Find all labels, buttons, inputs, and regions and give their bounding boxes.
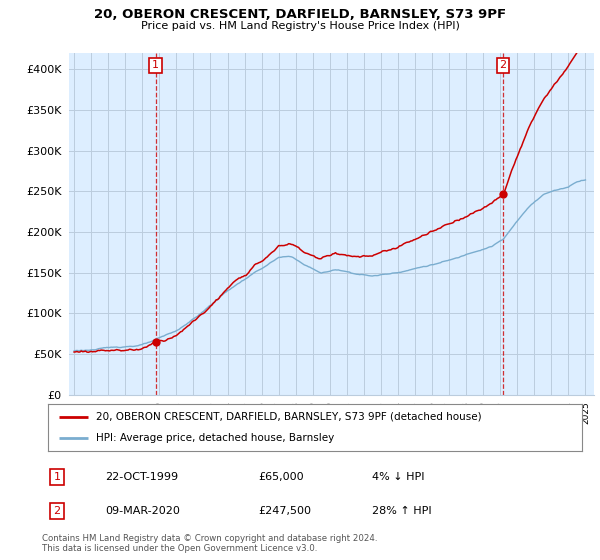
Text: Price paid vs. HM Land Registry's House Price Index (HPI): Price paid vs. HM Land Registry's House … — [140, 21, 460, 31]
Text: Contains HM Land Registry data © Crown copyright and database right 2024.
This d: Contains HM Land Registry data © Crown c… — [42, 534, 377, 553]
Text: 1: 1 — [53, 472, 61, 482]
Text: 28% ↑ HPI: 28% ↑ HPI — [372, 506, 431, 516]
Text: HPI: Average price, detached house, Barnsley: HPI: Average price, detached house, Barn… — [96, 433, 334, 444]
Text: 2: 2 — [500, 60, 507, 71]
Text: 20, OBERON CRESCENT, DARFIELD, BARNSLEY, S73 9PF (detached house): 20, OBERON CRESCENT, DARFIELD, BARNSLEY,… — [96, 412, 482, 422]
Text: 4% ↓ HPI: 4% ↓ HPI — [372, 472, 425, 482]
Text: £247,500: £247,500 — [258, 506, 311, 516]
Text: 09-MAR-2020: 09-MAR-2020 — [105, 506, 180, 516]
Text: 1: 1 — [152, 60, 159, 71]
Text: 2: 2 — [53, 506, 61, 516]
Text: 20, OBERON CRESCENT, DARFIELD, BARNSLEY, S73 9PF: 20, OBERON CRESCENT, DARFIELD, BARNSLEY,… — [94, 8, 506, 21]
Text: 22-OCT-1999: 22-OCT-1999 — [105, 472, 178, 482]
Text: £65,000: £65,000 — [258, 472, 304, 482]
